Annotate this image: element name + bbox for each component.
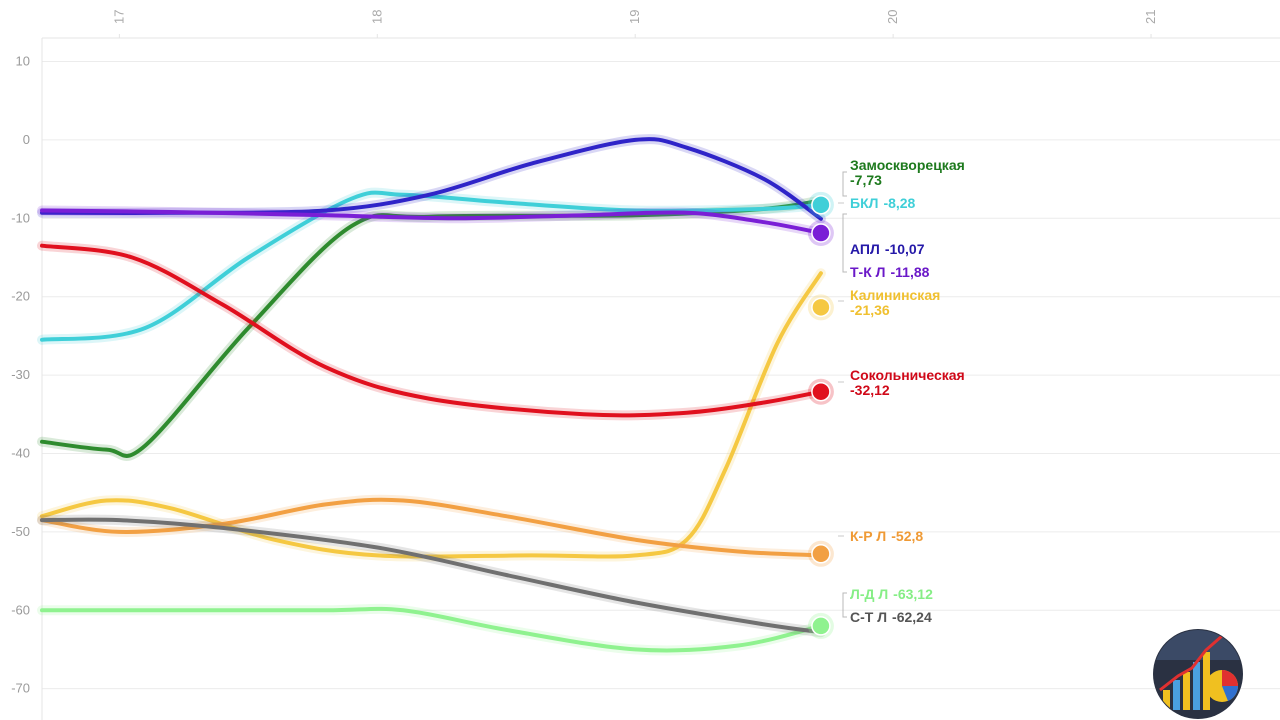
logo-pie-slice	[1222, 670, 1238, 686]
x-tick-label: 20	[885, 10, 900, 24]
series-label-name: Сокольническая	[850, 367, 965, 383]
series-5-line	[40, 243, 823, 418]
x-tick-label: 17	[111, 10, 126, 24]
series-label-value: -52,8	[891, 528, 923, 544]
series-8-line	[40, 517, 823, 635]
logo-screen	[1154, 630, 1242, 660]
series-label-name: К-Р Л	[850, 528, 886, 544]
series-1-line	[40, 190, 823, 342]
marker-layer	[807, 191, 834, 639]
x-tick-label: 21	[1143, 10, 1158, 24]
series-label-value: -62,24	[892, 609, 932, 625]
series-label-name: Замоскворецкая	[850, 157, 965, 173]
logo-pie-slice	[1222, 686, 1239, 701]
series-label: К-Р Л -52,8	[850, 528, 923, 544]
logo-trend-line	[1159, 634, 1223, 692]
series-label: Л-Д Л -63,12	[850, 586, 933, 602]
series-0-glow	[37, 195, 826, 461]
series-layer	[37, 134, 826, 656]
end-marker	[811, 223, 831, 243]
series-label-value: -11,88	[890, 264, 929, 280]
series-0-line	[40, 198, 823, 458]
series-5-glow	[37, 240, 826, 421]
label-bracket	[842, 592, 847, 618]
y-tick-label: 0	[23, 132, 30, 147]
logo-bar	[1203, 652, 1210, 710]
end-marker	[811, 195, 831, 215]
y-tick-label: -50	[11, 524, 30, 539]
x-tick-label: 18	[369, 10, 384, 24]
series-label: БКЛ -8,28	[850, 195, 916, 211]
logo-bar	[1183, 672, 1190, 710]
y-tick-label: -20	[11, 289, 30, 304]
grid-layer	[42, 61, 1280, 690]
series-label-name: Калининская	[850, 287, 940, 303]
logo-bar	[1173, 680, 1180, 710]
series-4-line	[40, 271, 823, 559]
y-tick-label: -30	[11, 367, 30, 382]
series-label-name: АПЛ	[850, 241, 880, 257]
series-label-name: Т-К Л	[850, 264, 885, 280]
series-label-value: -8,28	[883, 195, 915, 211]
series-label-value: -63,12	[893, 586, 933, 602]
series-label-value: -7,73	[850, 172, 882, 188]
series-label-name: БКЛ	[850, 195, 878, 211]
end-marker	[811, 544, 831, 564]
end-marker	[811, 381, 831, 402]
label-bracket	[842, 213, 847, 273]
series-label-name: С-Т Л	[850, 609, 887, 625]
series-label-value: -21,36	[850, 302, 890, 318]
series-7-line	[40, 606, 823, 653]
logo-bar	[1163, 690, 1170, 710]
series-label-value: -10,07	[885, 241, 925, 257]
axis-layer: 10 0 -10 -20 -30 -40 -50 -60 -70 17 18 19 20 21	[11, 10, 1280, 720]
y-tick-label: -70	[11, 681, 30, 696]
x-tick-label: 19	[627, 10, 642, 24]
y-tick-label: 10	[16, 54, 30, 69]
end-marker	[811, 297, 831, 318]
logo-bar	[1193, 662, 1200, 710]
series-label: АПЛ -10,07	[850, 241, 925, 257]
end-marker	[811, 616, 831, 636]
label-bracket	[842, 171, 847, 197]
y-tick-label: -40	[11, 445, 30, 460]
chart-logo	[1153, 629, 1243, 719]
series-label: С-Т Л -62,24	[850, 609, 932, 625]
series-6-line	[40, 497, 823, 558]
y-tick-label: -10	[11, 210, 30, 225]
y-tick-label: -60	[11, 602, 30, 617]
series-label-value: -32,12	[850, 382, 890, 398]
series-label: Т-К Л -11,88	[850, 264, 930, 280]
series-label-name: Л-Д Л	[850, 586, 888, 602]
series-3-line	[40, 208, 823, 235]
